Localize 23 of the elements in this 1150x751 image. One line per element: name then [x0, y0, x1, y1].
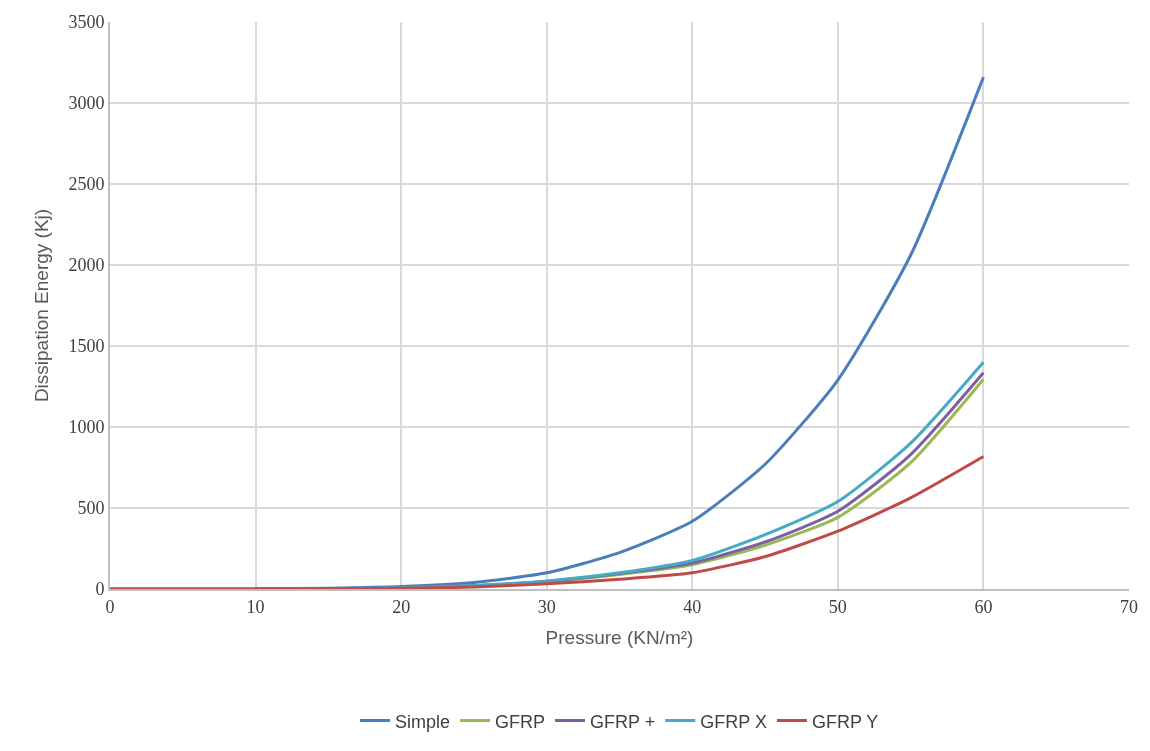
legend-label: GFRP	[495, 711, 546, 732]
x-tick-label: 60	[974, 596, 993, 617]
x-tick-label: 10	[246, 596, 265, 617]
y-tick-label: 3000	[68, 93, 105, 114]
x-tick-label: 20	[392, 596, 411, 617]
y-tick-label: 1500	[68, 336, 105, 357]
y-tick-label: 3500	[68, 12, 105, 33]
legend-label: GFRP Y	[811, 711, 879, 732]
legend-label: GFRP X	[700, 711, 767, 732]
x-axis-title: Pressure (KN/m²)	[545, 626, 694, 648]
x-tick-label: 70	[1120, 596, 1138, 617]
y-axis-title: Dissipation Energy (Kj)	[30, 208, 52, 403]
line-series	[110, 454, 985, 589]
y-tick-label: 2500	[68, 174, 105, 195]
x-tick-label: 30	[537, 596, 556, 617]
y-tick-label: 1000	[68, 417, 105, 438]
x-tick-label: 50	[828, 596, 847, 617]
y-tick-label: 2000	[68, 255, 105, 276]
x-tick-label: 40	[683, 596, 702, 617]
y-tick-label: 500	[77, 498, 105, 519]
y-tick-label: 0	[95, 579, 105, 600]
legend-label: GFRP +	[590, 711, 656, 732]
legend-label: Simple	[395, 711, 451, 732]
